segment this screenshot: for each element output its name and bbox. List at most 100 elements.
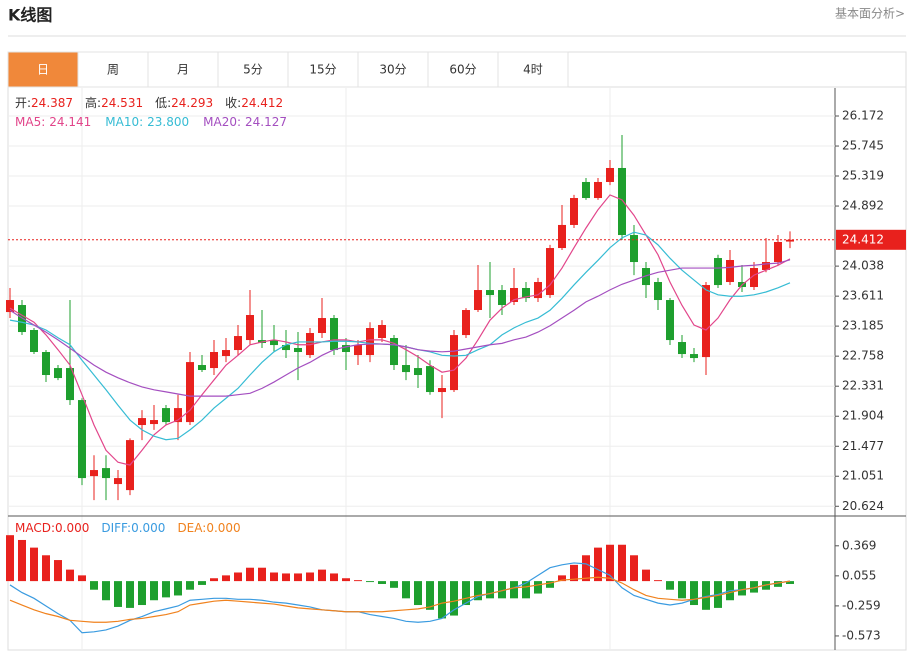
candle-body: [174, 408, 182, 423]
tab-label[interactable]: 60分: [449, 63, 476, 77]
y-tick-label: 25.745: [842, 139, 884, 153]
macd-bar: [390, 581, 398, 588]
macd-bar: [630, 555, 638, 582]
candle-body: [486, 290, 494, 296]
candle-body: [6, 300, 14, 313]
tab-label[interactable]: 日: [37, 63, 49, 77]
candle-body: [210, 352, 218, 369]
macd-bar: [150, 581, 158, 601]
candle-body: [150, 420, 158, 425]
info-label: 低:: [155, 96, 171, 110]
tab-label[interactable]: 周: [107, 63, 119, 77]
macd-bar: [666, 581, 674, 590]
candle-body: [522, 287, 530, 299]
y-tick-label: 26.172: [842, 108, 884, 122]
tab-label[interactable]: 15分: [309, 63, 336, 77]
candle-body: [462, 310, 470, 336]
candle-body: [378, 324, 386, 339]
candle-body: [546, 248, 554, 296]
tab[interactable]: [287, 51, 359, 88]
macd-bar: [378, 581, 386, 584]
macd-bar: [690, 581, 698, 606]
macd-bar: [426, 581, 434, 610]
macd-bar: [18, 539, 26, 582]
y-tick-label: -0.259: [842, 598, 881, 612]
candle-body: [402, 365, 410, 373]
candle-body: [654, 282, 662, 301]
legend-name: MACD:: [15, 521, 55, 535]
candle-body: [198, 365, 206, 371]
legend-value: 0.000: [55, 521, 89, 535]
info-label: 高:: [85, 95, 101, 110]
macd-bar: [30, 547, 38, 582]
candle-body: [354, 345, 362, 356]
macd-bar: [342, 578, 350, 582]
macd-bar: [294, 573, 302, 582]
tab[interactable]: [497, 51, 569, 88]
macd-bar: [438, 581, 446, 619]
y-tick-label: 22.331: [842, 379, 884, 393]
macd-bar: [102, 581, 110, 601]
ma-legend: MA5: 24.141 MA10: 23.800 MA20: 24.127: [15, 115, 287, 129]
macd-bar: [750, 581, 758, 593]
candle-body: [774, 241, 782, 263]
candle-body: [474, 290, 482, 311]
candle-body: [306, 333, 314, 356]
macd-bar: [246, 567, 254, 582]
tab-label[interactable]: 5分: [243, 63, 263, 77]
y-tick-label: -0.573: [842, 628, 881, 642]
tab-label[interactable]: 30分: [379, 63, 406, 77]
macd-line: [9, 562, 791, 634]
macd-bar: [210, 578, 218, 582]
tab[interactable]: [77, 51, 149, 88]
macd-bar: [738, 581, 746, 596]
tab[interactable]: [7, 51, 79, 88]
candle-body: [594, 181, 602, 199]
candle-body: [342, 345, 350, 353]
candle-body: [450, 335, 458, 391]
candle-body: [690, 354, 698, 359]
candle-body: [222, 350, 230, 357]
macd-bar: [78, 575, 86, 582]
macd-bar: [546, 581, 554, 588]
tab[interactable]: [147, 51, 219, 88]
macd-bar: [654, 580, 662, 582]
candle-body: [750, 268, 758, 288]
macd-bar: [90, 581, 98, 590]
candle-body: [186, 362, 194, 423]
macd-bar: [306, 572, 314, 582]
candle-body: [102, 468, 110, 479]
candle-body: [234, 336, 242, 351]
candle-body: [570, 198, 578, 225]
candle-body: [618, 167, 626, 236]
analysis-link[interactable]: 基本面分析>: [835, 7, 905, 21]
candle-body: [390, 338, 398, 366]
macd-bar: [366, 581, 374, 583]
macd-bar: [354, 580, 362, 582]
last-price-label: 24.412: [842, 232, 884, 246]
candle-body: [510, 287, 518, 302]
candle-body: [558, 224, 566, 249]
macd-legend: MACD:0.000 DIFF:0.000 DEA:0.000: [15, 521, 241, 535]
info-label: 收:: [225, 96, 241, 110]
macd-bar: [198, 581, 206, 585]
tab-label[interactable]: 月: [177, 63, 189, 77]
macd-bar: [222, 575, 230, 582]
macd-bar: [582, 555, 590, 582]
candle-body: [294, 347, 302, 353]
legend-value: 0.000: [206, 521, 240, 535]
y-tick-label: 23.185: [842, 319, 884, 333]
candle-body: [282, 345, 290, 351]
macd-bar: [474, 581, 482, 601]
candle-body: [498, 290, 506, 306]
macd-bar: [234, 572, 242, 582]
candle-body: [714, 258, 722, 286]
macd-bar: [318, 569, 326, 582]
y-tick-label: 21.051: [842, 469, 884, 483]
candle-body: [30, 329, 38, 353]
candle-body: [438, 388, 446, 393]
tab-label[interactable]: 4时: [523, 63, 543, 77]
candle-body: [702, 285, 710, 358]
candle-body: [78, 400, 86, 479]
macd-bar: [606, 544, 614, 582]
